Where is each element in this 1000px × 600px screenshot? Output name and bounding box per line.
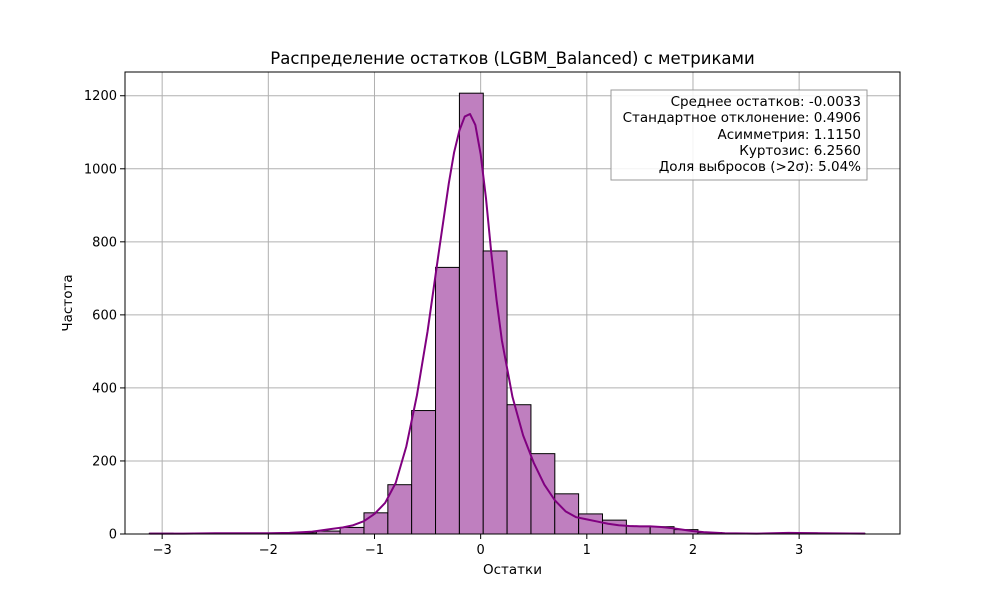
stat-outlier-share: Доля выбросов (>2σ): 5.04% bbox=[659, 159, 861, 175]
x-tick-label-3: 0 bbox=[477, 543, 485, 558]
stat-kurtosis: Куртозис: 6.2560 bbox=[739, 143, 861, 159]
y-tick-label-6: 1200 bbox=[84, 89, 117, 104]
y-tick-label-2: 400 bbox=[92, 381, 117, 396]
chart-title: Распределение остатков (LGBM_Balanced) с… bbox=[270, 49, 754, 69]
histogram-bar-8 bbox=[339, 526, 365, 535]
stat-std: Стандартное отклонение: 0.4906 bbox=[623, 110, 861, 126]
kde-curve bbox=[149, 113, 865, 535]
histogram-bar-18 bbox=[578, 513, 603, 535]
x-tick-label-2: −1 bbox=[365, 543, 384, 558]
y-axis-label: Частота bbox=[60, 274, 76, 331]
x-tick-label-1: −2 bbox=[259, 543, 278, 558]
x-tick-label-6: 3 bbox=[795, 543, 803, 558]
stat-mean: Среднее остатков: -0.0033 bbox=[671, 94, 861, 110]
histogram-bar-9 bbox=[363, 512, 389, 535]
histogram-bar-17 bbox=[554, 493, 580, 535]
y-tick-label-3: 600 bbox=[92, 308, 117, 323]
y-tick-label-1: 200 bbox=[92, 454, 117, 469]
x-tick-label-4: 1 bbox=[583, 543, 591, 558]
statistics-box-frame bbox=[610, 89, 868, 181]
y-axis-ticks: 0 200 400 600 800 1000 1200 bbox=[84, 89, 125, 543]
histogram-bar-11 bbox=[411, 410, 436, 535]
histogram-bar-13 bbox=[458, 92, 484, 535]
histogram-bar-12 bbox=[435, 266, 460, 535]
plot-frame bbox=[124, 71, 901, 535]
y-tick-label-0: 0 bbox=[109, 528, 117, 543]
x-tick-label-5: 2 bbox=[689, 543, 697, 558]
y-tick-label-4: 800 bbox=[92, 235, 117, 250]
x-axis-ticks: −3 −2 −1 0 1 2 3 bbox=[153, 534, 803, 558]
x-axis-label: Остатки bbox=[483, 562, 542, 578]
x-tick-label-0: −3 bbox=[153, 543, 172, 558]
stat-skewness: Асимметрия: 1.1150 bbox=[717, 127, 861, 143]
kde-layer bbox=[149, 113, 865, 535]
histogram-bar-19 bbox=[602, 519, 627, 535]
statistics-box: Среднее остатков: -0.0033 Стандартное от… bbox=[610, 89, 868, 181]
y-tick-label-5: 1000 bbox=[84, 162, 117, 177]
